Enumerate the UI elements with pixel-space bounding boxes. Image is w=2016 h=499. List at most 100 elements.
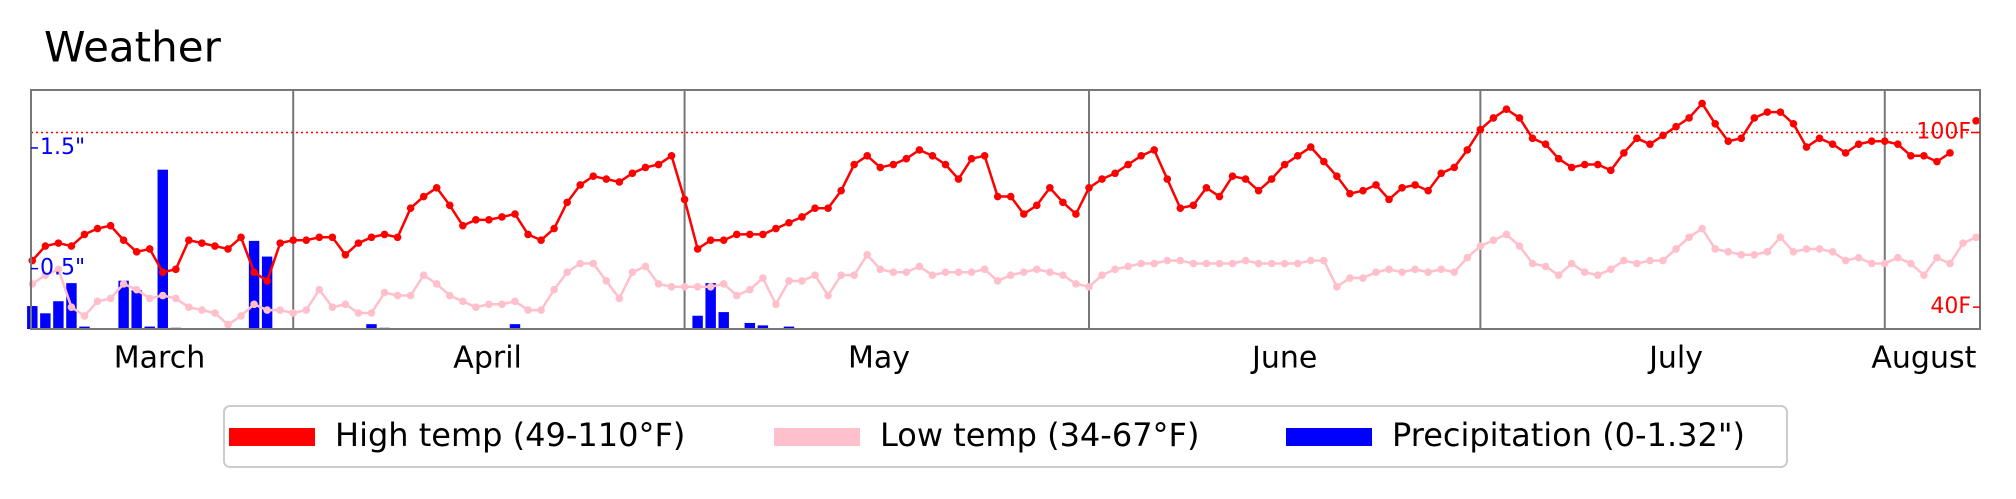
series-point xyxy=(1685,114,1693,122)
series-point xyxy=(1111,169,1119,178)
series-point xyxy=(1946,149,1954,157)
series-point xyxy=(719,280,728,288)
series-point xyxy=(1019,210,1028,218)
series-point xyxy=(941,268,950,277)
series-point xyxy=(1607,265,1615,274)
series-point xyxy=(863,250,872,259)
series-point xyxy=(1346,189,1354,198)
series-point xyxy=(1685,233,1693,242)
series-point xyxy=(1072,280,1080,288)
precip-bar xyxy=(248,240,260,329)
series-point xyxy=(445,201,454,210)
series-point xyxy=(876,163,885,172)
series-point xyxy=(198,306,206,314)
series-point xyxy=(211,309,219,317)
series-point xyxy=(341,250,350,259)
series-point xyxy=(1333,282,1341,291)
series-point xyxy=(1789,119,1798,128)
series-point xyxy=(1006,192,1015,201)
series-point xyxy=(459,221,467,230)
x-tick-label: March xyxy=(114,341,205,376)
series-point xyxy=(1802,143,1811,151)
series-point xyxy=(1254,259,1263,268)
series-point xyxy=(759,274,767,282)
series-point xyxy=(1737,134,1746,143)
series-point xyxy=(1215,192,1224,201)
series-point xyxy=(1450,163,1459,172)
series-point xyxy=(1293,259,1302,268)
series-point xyxy=(1541,262,1550,271)
legend-swatch xyxy=(774,428,860,446)
series-point xyxy=(1633,259,1641,268)
series-point xyxy=(185,236,193,245)
series-point xyxy=(1920,271,1928,279)
series-point xyxy=(1515,242,1524,250)
series-point xyxy=(1072,210,1080,218)
series-point xyxy=(1241,175,1250,183)
series-point xyxy=(1750,114,1759,122)
series-point xyxy=(250,268,258,277)
series-point xyxy=(1972,117,1980,125)
precip-bar xyxy=(157,169,168,329)
series-point xyxy=(498,300,506,309)
series-point xyxy=(1476,125,1485,134)
series-point xyxy=(28,256,37,265)
series-point xyxy=(967,268,976,277)
series-point xyxy=(1880,259,1889,268)
series-point xyxy=(667,151,676,160)
series-point xyxy=(1280,259,1289,268)
series-point xyxy=(1620,149,1628,157)
series-point xyxy=(1241,256,1250,265)
series-point xyxy=(1033,265,1041,274)
series-point xyxy=(237,233,245,242)
y-tick-label: 40F xyxy=(1930,294,1971,319)
series-point xyxy=(1189,201,1198,210)
legend-swatch xyxy=(1286,428,1372,446)
series-point xyxy=(432,184,441,192)
series-point xyxy=(276,306,284,314)
series-point xyxy=(445,291,454,300)
series-point xyxy=(511,210,519,218)
series-point xyxy=(1424,268,1432,277)
series-point xyxy=(1150,146,1159,154)
series-point xyxy=(1215,259,1224,268)
series-point xyxy=(732,230,741,239)
precip-bar xyxy=(144,326,155,329)
series-point xyxy=(172,294,180,303)
series-point xyxy=(419,271,428,279)
series-point xyxy=(1489,114,1498,122)
series-point xyxy=(863,151,872,160)
series-point xyxy=(1620,256,1628,265)
series-point xyxy=(641,163,650,172)
series-point xyxy=(1711,119,1719,128)
series-point xyxy=(1176,204,1185,212)
series-point xyxy=(576,259,585,268)
series-point xyxy=(615,178,624,186)
series-point xyxy=(1398,268,1406,277)
series-point xyxy=(1046,184,1054,192)
series-point xyxy=(198,239,206,247)
series-point xyxy=(511,297,519,306)
series-point xyxy=(1085,184,1093,192)
series-point xyxy=(550,224,558,233)
series-point xyxy=(693,282,702,291)
series-point xyxy=(459,297,467,306)
series-point xyxy=(1646,256,1654,265)
series-point xyxy=(837,271,845,279)
precip-bar xyxy=(509,324,521,329)
series-point xyxy=(1959,239,1967,247)
series-point xyxy=(289,309,298,317)
precip-bar xyxy=(366,324,377,329)
series-point xyxy=(1972,233,1980,242)
series-point xyxy=(1646,140,1654,148)
series-point xyxy=(1867,137,1876,146)
series-point xyxy=(1907,259,1915,268)
series-point xyxy=(1633,134,1641,143)
series-point xyxy=(67,303,76,311)
series-point xyxy=(1098,271,1106,279)
plot-frame xyxy=(30,89,1981,330)
legend-frame xyxy=(223,405,1788,468)
series-point xyxy=(41,242,50,250)
series-point xyxy=(1006,271,1015,279)
